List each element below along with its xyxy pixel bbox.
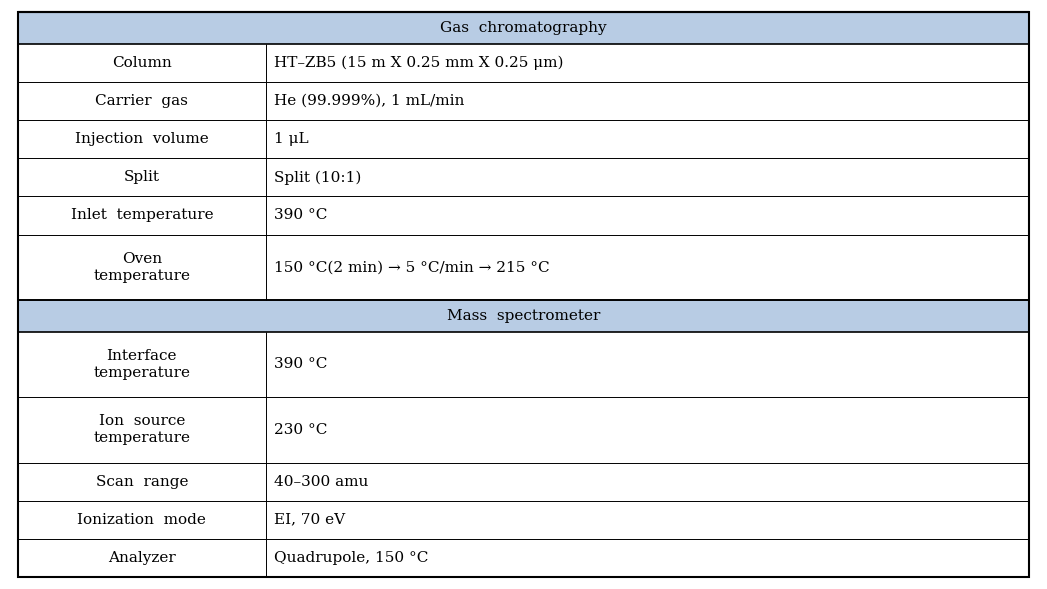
Bar [18,397,1029,462]
Text: 390 °C: 390 °C [273,358,327,372]
Text: 1 μL: 1 μL [273,132,308,146]
Text: Ionization  mode: Ionization mode [77,513,206,527]
Text: Carrier  gas: Carrier gas [95,94,188,108]
Text: Interface
temperature: Interface temperature [93,349,191,380]
Bar [18,332,1029,397]
Text: Mass  spectrometer: Mass spectrometer [447,309,600,323]
Text: Ion  source
temperature: Ion source temperature [93,414,191,445]
Text: 150 °C(2 min) → 5 °C/min → 215 °C: 150 °C(2 min) → 5 °C/min → 215 °C [273,260,550,274]
Text: Inlet  temperature: Inlet temperature [70,209,214,223]
Text: Gas  chromatography: Gas chromatography [440,21,607,35]
Text: 230 °C: 230 °C [273,423,327,437]
Bar [18,196,1029,234]
Bar [18,44,1029,82]
Bar [18,501,1029,539]
Text: HT–ZB5 (15 m X 0.25 mm X 0.25 μm): HT–ZB5 (15 m X 0.25 mm X 0.25 μm) [273,56,563,70]
Bar [18,300,1029,332]
Text: Oven
temperature: Oven temperature [93,252,191,283]
Text: Column: Column [112,56,172,70]
Text: Injection  volume: Injection volume [75,132,208,146]
Text: Split: Split [124,170,160,184]
Text: 390 °C: 390 °C [273,209,327,223]
Text: Quadrupole, 150 °C: Quadrupole, 150 °C [273,551,428,565]
Text: Scan  range: Scan range [95,475,188,489]
Bar [18,539,1029,577]
Bar [18,12,1029,44]
Text: EI, 70 eV: EI, 70 eV [273,513,344,527]
Bar [18,82,1029,120]
Text: He (99.999%), 1 mL/min: He (99.999%), 1 mL/min [273,94,464,108]
Text: Analyzer: Analyzer [108,551,176,565]
Text: Split (10:1): Split (10:1) [273,170,361,184]
Bar [18,234,1029,300]
Text: 40–300 amu: 40–300 amu [273,475,369,489]
Bar [18,462,1029,501]
Bar [18,158,1029,196]
Bar [18,120,1029,158]
